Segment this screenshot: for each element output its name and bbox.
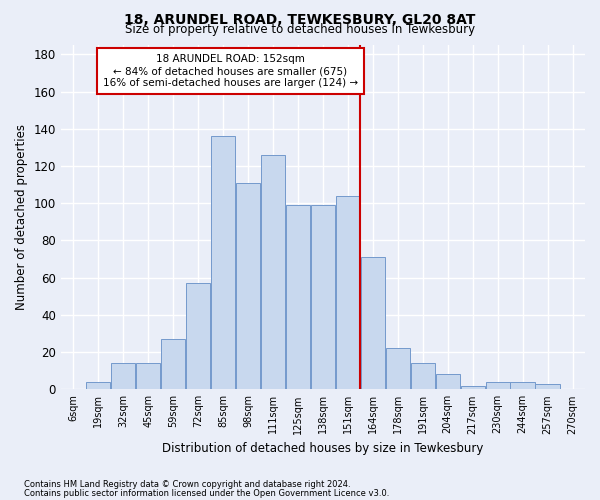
- Bar: [436, 374, 460, 390]
- Text: Contains HM Land Registry data © Crown copyright and database right 2024.: Contains HM Land Registry data © Crown c…: [24, 480, 350, 489]
- Bar: [361, 257, 385, 390]
- Bar: [461, 386, 485, 390]
- Bar: [485, 382, 510, 390]
- Bar: [186, 283, 210, 390]
- Text: Size of property relative to detached houses in Tewkesbury: Size of property relative to detached ho…: [125, 22, 475, 36]
- Bar: [535, 384, 560, 390]
- Bar: [386, 348, 410, 390]
- Text: 18 ARUNDEL ROAD: 152sqm
← 84% of detached houses are smaller (675)
16% of semi-d: 18 ARUNDEL ROAD: 152sqm ← 84% of detache…: [103, 54, 358, 88]
- X-axis label: Distribution of detached houses by size in Tewkesbury: Distribution of detached houses by size …: [162, 442, 484, 455]
- Bar: [261, 155, 285, 390]
- Text: 18, ARUNDEL ROAD, TEWKESBURY, GL20 8AT: 18, ARUNDEL ROAD, TEWKESBURY, GL20 8AT: [124, 12, 476, 26]
- Bar: [410, 363, 435, 390]
- Bar: [286, 205, 310, 390]
- Text: Contains public sector information licensed under the Open Government Licence v3: Contains public sector information licen…: [24, 488, 389, 498]
- Bar: [136, 363, 160, 390]
- Bar: [336, 196, 360, 390]
- Bar: [311, 205, 335, 390]
- Bar: [211, 136, 235, 390]
- Bar: [86, 382, 110, 390]
- Bar: [111, 363, 136, 390]
- Y-axis label: Number of detached properties: Number of detached properties: [15, 124, 28, 310]
- Bar: [236, 182, 260, 390]
- Bar: [511, 382, 535, 390]
- Bar: [161, 339, 185, 390]
